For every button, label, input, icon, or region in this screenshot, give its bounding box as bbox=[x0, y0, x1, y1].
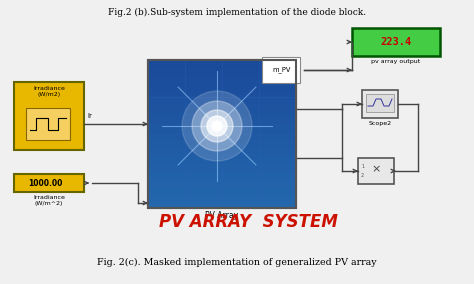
Bar bbox=[148, 77, 296, 80]
Bar bbox=[148, 203, 296, 206]
Bar bbox=[148, 171, 296, 174]
Bar bbox=[148, 92, 296, 95]
Circle shape bbox=[192, 101, 242, 151]
Bar bbox=[148, 183, 296, 186]
Bar bbox=[148, 105, 296, 107]
Bar bbox=[14, 174, 84, 192]
Text: 223.4: 223.4 bbox=[380, 37, 411, 47]
Text: Irradiance
(W/m^2): Irradiance (W/m^2) bbox=[33, 195, 65, 206]
Circle shape bbox=[182, 91, 252, 161]
Bar bbox=[148, 117, 296, 119]
Bar bbox=[148, 119, 296, 122]
Bar bbox=[148, 164, 296, 166]
Bar bbox=[148, 70, 296, 72]
Bar bbox=[148, 206, 296, 208]
Bar bbox=[14, 82, 84, 150]
Text: pv array output: pv array output bbox=[371, 59, 420, 64]
Bar bbox=[148, 196, 296, 198]
Bar bbox=[148, 137, 296, 139]
Circle shape bbox=[207, 116, 227, 136]
Bar bbox=[148, 151, 296, 154]
Bar bbox=[148, 161, 296, 164]
Circle shape bbox=[201, 110, 233, 142]
Text: Irradiance
(W/m2): Irradiance (W/m2) bbox=[33, 86, 65, 97]
Bar bbox=[362, 90, 398, 118]
Bar bbox=[148, 181, 296, 183]
Bar bbox=[148, 176, 296, 178]
Text: Scope2: Scope2 bbox=[368, 121, 392, 126]
Bar bbox=[148, 146, 296, 149]
Text: PV ARRAY  SYSTEM: PV ARRAY SYSTEM bbox=[159, 213, 337, 231]
Bar bbox=[148, 174, 296, 176]
Text: 1: 1 bbox=[361, 164, 364, 168]
Bar bbox=[148, 89, 296, 92]
Bar bbox=[148, 159, 296, 161]
Bar bbox=[148, 85, 296, 87]
Bar bbox=[148, 141, 296, 144]
Bar bbox=[148, 107, 296, 109]
Bar bbox=[148, 60, 296, 62]
Bar bbox=[148, 129, 296, 131]
Bar bbox=[352, 28, 440, 56]
Bar bbox=[148, 72, 296, 75]
Bar bbox=[148, 67, 296, 70]
Bar bbox=[148, 124, 296, 127]
Bar bbox=[366, 94, 394, 112]
Bar bbox=[148, 102, 296, 105]
Bar bbox=[148, 178, 296, 181]
Bar bbox=[358, 158, 394, 184]
Bar bbox=[148, 87, 296, 89]
Bar bbox=[148, 127, 296, 129]
Bar bbox=[148, 60, 296, 208]
Circle shape bbox=[212, 121, 222, 131]
Bar bbox=[148, 112, 296, 114]
Bar bbox=[148, 139, 296, 141]
Bar bbox=[148, 186, 296, 188]
Bar bbox=[148, 75, 296, 77]
Bar bbox=[148, 80, 296, 82]
Bar bbox=[148, 122, 296, 124]
Bar bbox=[148, 193, 296, 196]
Text: m_PV: m_PV bbox=[272, 67, 291, 73]
Bar bbox=[148, 95, 296, 97]
Bar bbox=[148, 156, 296, 159]
Text: Fig. 2(c). Masked implementation of generalized PV array: Fig. 2(c). Masked implementation of gene… bbox=[97, 258, 377, 267]
Text: ×: × bbox=[371, 164, 381, 174]
Bar bbox=[26, 108, 70, 140]
Bar bbox=[148, 168, 296, 171]
Bar bbox=[148, 149, 296, 151]
Text: Ir: Ir bbox=[87, 113, 92, 119]
Bar bbox=[148, 131, 296, 134]
Text: 1000.00: 1000.00 bbox=[28, 179, 62, 187]
Bar bbox=[148, 154, 296, 156]
Bar bbox=[148, 97, 296, 99]
Bar bbox=[148, 201, 296, 203]
Bar bbox=[148, 144, 296, 146]
Bar bbox=[148, 62, 296, 65]
Text: Fig.2 (b).Sub-system implementation of the diode block.: Fig.2 (b).Sub-system implementation of t… bbox=[108, 8, 366, 17]
Bar bbox=[148, 191, 296, 193]
Bar bbox=[148, 82, 296, 85]
Bar bbox=[148, 198, 296, 201]
Text: 2: 2 bbox=[361, 172, 364, 178]
Bar bbox=[148, 166, 296, 168]
Bar bbox=[148, 65, 296, 67]
Bar bbox=[148, 188, 296, 191]
Bar bbox=[148, 109, 296, 112]
Bar bbox=[148, 114, 296, 117]
Bar bbox=[148, 134, 296, 137]
Bar bbox=[148, 60, 296, 208]
Text: PV Array: PV Array bbox=[205, 211, 238, 220]
Bar bbox=[148, 99, 296, 102]
